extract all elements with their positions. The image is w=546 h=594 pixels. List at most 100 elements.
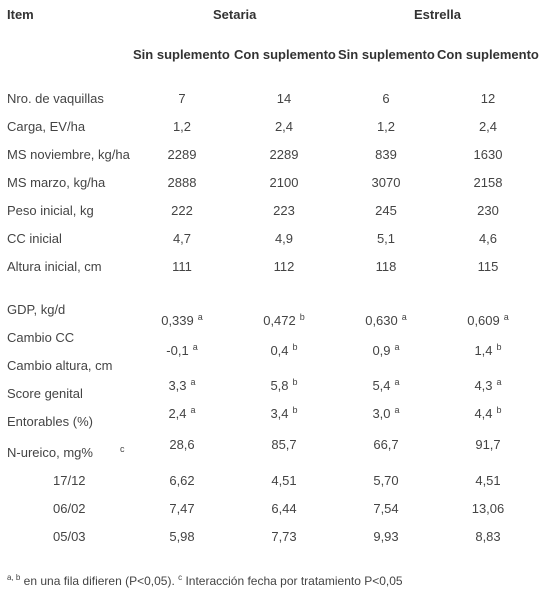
- row-label: MS noviembre, kg/ha: [7, 147, 130, 162]
- table-cell: 14: [276, 91, 292, 106]
- cell-value: 0,472: [263, 313, 296, 328]
- row-label: Entorables (%): [7, 414, 93, 429]
- table-cell: 5,4 a: [336, 376, 436, 393]
- table-cell: 112: [273, 259, 295, 274]
- cell-value: 28,6: [169, 437, 195, 452]
- cell-superscript: a: [401, 311, 407, 322]
- table-cell: 91,7: [438, 437, 538, 452]
- cell-value: 2,4: [168, 406, 187, 421]
- cell-value: 0,4: [270, 343, 289, 358]
- cell-superscript: b: [496, 341, 502, 352]
- table-cell: 0,630 a: [336, 311, 436, 328]
- table-cell: -0,1 a: [132, 342, 232, 358]
- cell-superscript: b: [299, 311, 305, 322]
- table-cell: 223: [273, 203, 295, 218]
- table-cell: 230: [477, 203, 499, 218]
- row-label: CC inicial: [7, 231, 62, 246]
- table-cell: 28,6: [132, 437, 232, 452]
- header-setaria: Setaria: [213, 7, 257, 22]
- cell-value: 1,4: [474, 343, 493, 358]
- cell-value: 0,9: [372, 343, 391, 358]
- table-cell: 13,06: [471, 501, 505, 516]
- row-label: GDP, kg/d: [7, 302, 66, 317]
- cell-value: 3,3: [168, 378, 187, 393]
- cell-superscript: a: [503, 311, 509, 322]
- date-label: 05/03: [53, 529, 86, 544]
- cell-superscript: a: [197, 311, 203, 322]
- table-cell: 0,609 a: [438, 311, 538, 328]
- cell-value: 4,3: [474, 378, 493, 393]
- table-cell: 245: [375, 203, 397, 218]
- cell-superscript: b: [496, 404, 502, 415]
- table-cell: 1,2: [376, 119, 396, 134]
- table-cell: 0,4 b: [234, 341, 334, 358]
- table-cell: 7,54: [373, 501, 399, 516]
- table-cell: 222: [171, 203, 193, 218]
- cell-superscript: b: [292, 376, 298, 387]
- cell-superscript: b: [292, 404, 298, 415]
- table-cell: 4,7: [172, 231, 192, 246]
- cell-value: 4,4: [474, 406, 493, 421]
- table-cell: 2289: [269, 147, 299, 162]
- cell-value: 3,4: [270, 406, 289, 421]
- cell-superscript: a: [394, 341, 400, 352]
- table-cell: 7,73: [271, 529, 297, 544]
- cell-superscript: a: [394, 404, 400, 415]
- cell-value: 0,339: [161, 313, 194, 328]
- table-cell: 9,93: [373, 529, 399, 544]
- table-cell: 2289: [167, 147, 197, 162]
- footnote-text-1: en una fila difieren (P<0,05).: [20, 574, 179, 588]
- cell-value: 0,630: [365, 313, 398, 328]
- table-cell: 2,4 a: [132, 404, 232, 421]
- table-cell: 8,83: [475, 529, 501, 544]
- table-cell: 85,7: [234, 437, 334, 452]
- cell-superscript: b: [292, 341, 298, 352]
- footnote: a, b en una fila difieren (P<0,05). c In…: [7, 573, 403, 589]
- table-cell: 5,8 b: [234, 376, 334, 393]
- table-cell: 1630: [473, 147, 503, 162]
- row-label: Altura inicial, cm: [7, 259, 102, 274]
- table-cell: 2100: [269, 175, 299, 190]
- row-label: Carga, EV/ha: [7, 119, 86, 134]
- table-cell: 5,1: [376, 231, 396, 246]
- table-cell: 111: [172, 259, 192, 274]
- date-label: 17/12: [53, 473, 86, 488]
- cell-value: 66,7: [373, 437, 399, 452]
- table-cell: 2,4: [274, 119, 294, 134]
- cell-superscript: a: [190, 376, 196, 387]
- footnote-sup-1: a, b: [7, 573, 21, 582]
- cell-superscript: a: [394, 376, 400, 387]
- cell-value: 5,4: [372, 378, 391, 393]
- table-cell: 118: [375, 259, 397, 274]
- table-cell: 6: [382, 91, 390, 106]
- cell-value: 3,0: [372, 406, 391, 421]
- row-label: Nro. de vaquillas: [7, 91, 104, 106]
- table-cell: 115: [477, 259, 499, 274]
- table-cell: 4,3 a: [438, 376, 538, 393]
- row-label: Score genital: [7, 386, 83, 401]
- subheader-3: Sin suplemento: [338, 47, 435, 62]
- table-cell: 4,51: [271, 473, 297, 488]
- cell-superscript: a: [496, 376, 502, 387]
- table-cell: 2888: [167, 175, 197, 190]
- header-item: Item: [7, 7, 34, 22]
- row-label: Cambio altura, cm: [7, 358, 113, 373]
- header-estrella: Estrella: [414, 7, 461, 22]
- row-label: Peso inicial, kg: [7, 203, 94, 218]
- cell-superscript: a: [190, 404, 196, 415]
- table-cell: 3,4 b: [234, 404, 334, 421]
- table-cell: 4,6: [478, 231, 498, 246]
- cell-value: 0,609: [467, 313, 500, 328]
- subheader-2: Con suplemento: [234, 47, 336, 62]
- table-cell: 4,9: [274, 231, 294, 246]
- table-cell: 12: [480, 91, 496, 106]
- table-cell: 0,9 a: [336, 341, 436, 358]
- table-cell: 5,70: [373, 473, 399, 488]
- cell-value: -0,1: [166, 343, 189, 358]
- table-cell: 1,2: [172, 119, 192, 134]
- row-label: N-ureico, mg%: [7, 445, 93, 460]
- subheader-1: Sin suplemento: [133, 47, 230, 62]
- table-cell: 6,62: [169, 473, 195, 488]
- cell-value: 85,7: [271, 437, 297, 452]
- table-cell: 4,51: [475, 473, 501, 488]
